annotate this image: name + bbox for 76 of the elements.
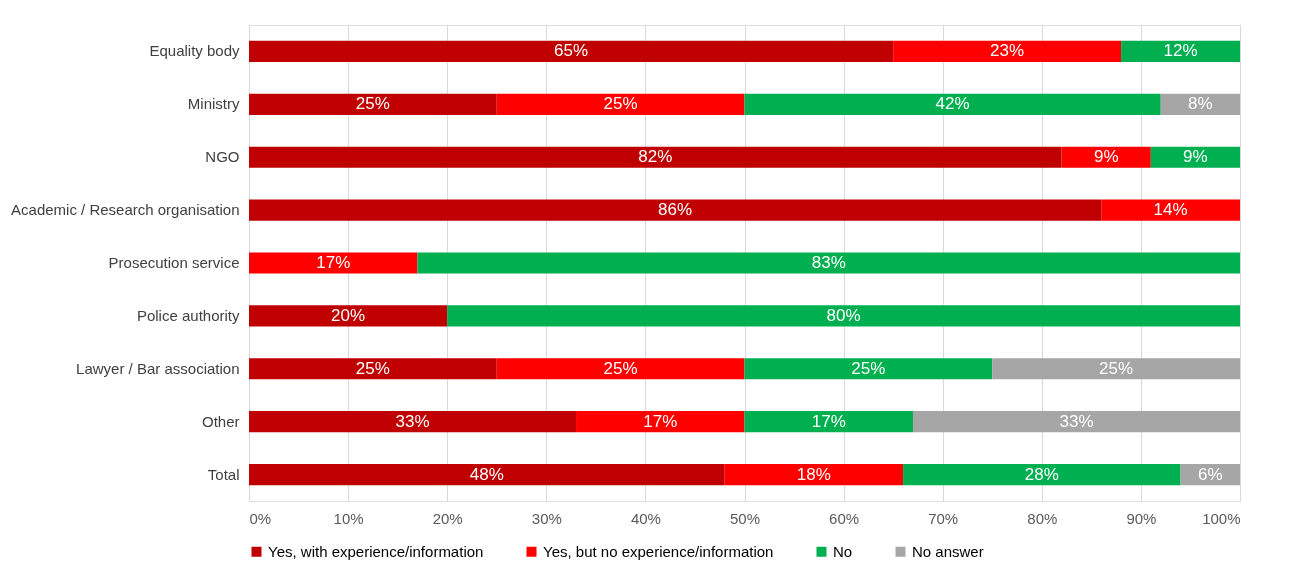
- data-label: 18%: [796, 464, 831, 484]
- x-tick-label: 60%: [829, 509, 860, 527]
- bar: [249, 93, 497, 115]
- data-label: 80%: [826, 305, 861, 325]
- bar: [903, 463, 1181, 486]
- bar: [992, 358, 1240, 380]
- y-tick-label: Equality body: [149, 42, 240, 60]
- x-tick-label: 70%: [928, 509, 959, 527]
- y-tick-label: Total: [207, 465, 240, 483]
- bar: [249, 305, 448, 327]
- x-tick-label: 20%: [432, 509, 463, 527]
- bar: [576, 411, 745, 433]
- y-tick-label: Lawyer / Bar association: [76, 359, 240, 377]
- legend-label: No: [833, 542, 853, 560]
- x-tick-label: 80%: [1027, 509, 1058, 527]
- data-label: 17%: [811, 411, 846, 431]
- bar: [249, 146, 1062, 168]
- bar: [724, 463, 904, 486]
- bar: [249, 199, 1102, 221]
- data-label: 9%: [1093, 147, 1119, 167]
- x-tick-label: 0%: [249, 509, 272, 527]
- data-label: 65%: [554, 41, 589, 61]
- y-tick-label: Police authority: [136, 306, 240, 324]
- legend-label: No answer: [912, 542, 984, 560]
- data-label: 8%: [1188, 94, 1213, 114]
- data-label: 25%: [355, 94, 390, 114]
- y-tick-label: NGO: [205, 148, 240, 166]
- bar: [744, 411, 913, 433]
- data-label: 33%: [395, 411, 430, 431]
- data-label: 14%: [1153, 200, 1188, 220]
- data-label: 17%: [316, 253, 351, 272]
- x-tick-label: 30%: [531, 509, 562, 527]
- y-tick-label: Academic / Research organisation: [11, 201, 240, 219]
- data-label: 9%: [1183, 147, 1208, 167]
- x-tick-label: 50%: [729, 509, 761, 527]
- bar: [912, 411, 1240, 433]
- bar: [249, 358, 497, 380]
- data-label: 12%: [1163, 41, 1198, 61]
- bar: [893, 40, 1122, 63]
- y-tick-label: Prosecution service: [108, 254, 240, 271]
- bar: [447, 305, 1240, 327]
- x-tick-label: 10%: [333, 509, 364, 527]
- x-tick-label: 90%: [1126, 509, 1157, 527]
- bar: [249, 411, 577, 433]
- data-label: 23%: [990, 41, 1025, 61]
- bar: [417, 252, 1240, 274]
- x-tick-label: 40%: [630, 509, 661, 527]
- data-label: 25%: [355, 358, 390, 378]
- y-tick-label: Ministry: [187, 95, 240, 113]
- data-label: 20%: [331, 305, 366, 325]
- data-label: 82%: [638, 147, 673, 167]
- bar: [1121, 40, 1240, 63]
- data-label: 42%: [935, 94, 970, 114]
- data-label: 83%: [811, 253, 846, 272]
- data-label: 48%: [469, 464, 504, 484]
- data-label: 25%: [603, 358, 638, 378]
- bar: [496, 93, 745, 115]
- data-label: 17%: [643, 411, 678, 431]
- bar: [249, 40, 894, 63]
- data-label: 25%: [1099, 358, 1134, 378]
- bar: [744, 358, 993, 380]
- y-tick-label: Other: [201, 412, 240, 430]
- data-label: 25%: [603, 94, 638, 114]
- data-label: 28%: [1024, 464, 1059, 484]
- bar: [249, 463, 725, 486]
- bar: [496, 358, 745, 380]
- data-label: 86%: [658, 200, 693, 220]
- legend-label: Yes, with experience/information: [268, 542, 484, 560]
- data-label: 25%: [851, 358, 886, 378]
- data-label: 33%: [1059, 411, 1094, 431]
- bar: [1101, 199, 1240, 221]
- bar: [744, 93, 1161, 115]
- bar: [249, 252, 418, 274]
- legend-label: Yes, but no experience/information: [543, 542, 774, 560]
- x-tick-label: 100%: [1202, 509, 1241, 527]
- data-label: 6%: [1197, 464, 1223, 484]
